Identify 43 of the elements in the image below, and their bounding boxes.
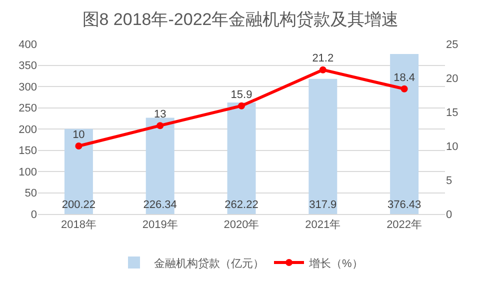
bar bbox=[64, 128, 93, 214]
data-label: 226.34 bbox=[143, 199, 177, 211]
bar bbox=[390, 54, 419, 214]
point bbox=[156, 122, 164, 130]
bar bbox=[146, 118, 174, 214]
x-tick-label: 2020年 bbox=[224, 219, 260, 232]
bar bbox=[227, 102, 256, 214]
point bbox=[400, 85, 408, 92]
x-tick-label: 2022年 bbox=[386, 219, 422, 232]
point bbox=[319, 66, 326, 74]
y-tick-label: 50 bbox=[24, 188, 37, 200]
point bbox=[75, 142, 82, 150]
y-tick-label: 350 bbox=[18, 60, 37, 72]
data-label: 317.9 bbox=[309, 199, 337, 211]
x-tick-label: 2021年 bbox=[305, 219, 341, 232]
y2-tick-label: 10 bbox=[446, 140, 458, 153]
x-tick-label: 2018年 bbox=[60, 219, 96, 232]
y-tick-label: 250 bbox=[18, 102, 37, 115]
data-label: 200.22 bbox=[62, 199, 96, 211]
data-label: 262.22 bbox=[224, 199, 258, 211]
data-label: 10 bbox=[72, 128, 85, 141]
legend-label: 金融机构贷款（亿元） bbox=[154, 256, 264, 270]
y2-tick-label: 25 bbox=[446, 38, 458, 51]
y-tick-label: 400 bbox=[18, 38, 37, 51]
y-tick-label: 150 bbox=[18, 145, 37, 158]
y2-tick-label: 15 bbox=[446, 106, 458, 119]
data-label: 15.9 bbox=[230, 88, 252, 101]
y-tick-label: 100 bbox=[18, 166, 37, 178]
y-tick-label: 0 bbox=[30, 208, 37, 221]
y2-tick-label: 0 bbox=[446, 208, 452, 221]
bar bbox=[308, 78, 338, 214]
legend-label: 增长（%） bbox=[308, 256, 363, 270]
data-label: 13 bbox=[154, 108, 166, 120]
point bbox=[238, 102, 245, 110]
y2-tick-label: 20 bbox=[446, 72, 458, 85]
x-tick-label: 2019年 bbox=[142, 219, 178, 232]
data-label: 18.4 bbox=[394, 72, 416, 84]
y-tick-label: 300 bbox=[18, 81, 37, 94]
data-label: 376.43 bbox=[387, 199, 422, 211]
y-tick-label: 200 bbox=[18, 124, 37, 136]
data-label: 21.2 bbox=[312, 52, 334, 65]
y2-tick-label: 5 bbox=[446, 174, 452, 187]
chart-title: 图8 2018年-2022年金融机构贷款及其增速 bbox=[82, 10, 399, 29]
